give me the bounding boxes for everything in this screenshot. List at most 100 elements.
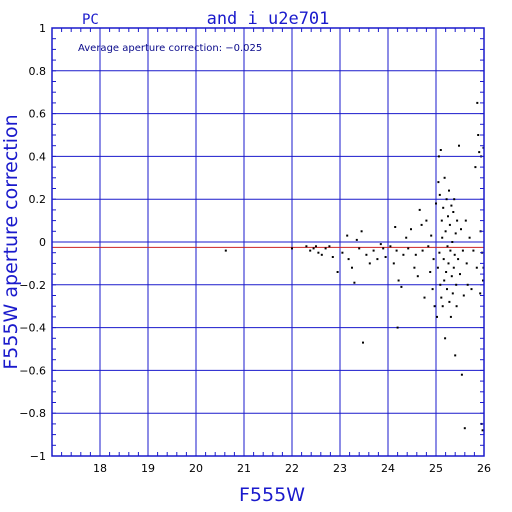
data-point: [396, 326, 399, 329]
y-tick-label: −0.4: [19, 322, 46, 335]
data-point: [418, 208, 421, 211]
data-point: [430, 234, 433, 237]
data-point: [358, 247, 361, 250]
data-point: [365, 253, 368, 256]
data-point: [449, 315, 452, 318]
x-tick-label: 23: [333, 462, 347, 475]
data-point: [450, 275, 453, 278]
data-point: [305, 245, 308, 248]
y-tick-label: 0.4: [29, 150, 47, 163]
data-point: [362, 341, 364, 344]
data-point: [439, 283, 442, 286]
data-point: [482, 279, 484, 282]
data-point: [461, 249, 464, 252]
data-point: [389, 245, 392, 248]
data-point: [395, 249, 398, 252]
data-point: [445, 198, 448, 201]
data-point: [291, 247, 293, 250]
data-point: [452, 211, 455, 213]
data-point: [431, 288, 434, 291]
y-tick-label: 0.6: [29, 108, 47, 121]
data-point: [341, 251, 344, 254]
data-point: [479, 292, 482, 295]
data-point: [368, 262, 371, 265]
data-point: [447, 262, 450, 265]
data-point: [437, 181, 440, 184]
data-point: [328, 245, 331, 248]
data-point: [451, 292, 454, 295]
data-point: [414, 253, 417, 256]
data-point: [448, 300, 451, 303]
data-point: [436, 266, 439, 269]
data-point: [456, 219, 459, 222]
y-tick-label: −0.8: [19, 407, 46, 420]
data-point: [427, 245, 430, 248]
data-point: [481, 429, 484, 432]
data-point: [451, 241, 454, 243]
data-point: [331, 256, 334, 258]
data-point: [470, 288, 473, 291]
data-point: [437, 155, 440, 158]
data-point: [379, 243, 382, 246]
data-point: [402, 253, 405, 256]
data-point: [459, 273, 461, 276]
data-point: [372, 249, 375, 252]
chart-subtitle: PC: [82, 12, 99, 28]
data-point: [224, 249, 227, 252]
data-point: [441, 305, 444, 308]
y-tick-label: 0.2: [29, 193, 47, 206]
data-point: [477, 134, 480, 136]
data-point: [463, 427, 466, 430]
y-tick-label: −0.2: [19, 279, 46, 292]
data-point: [468, 236, 471, 239]
data-point: [460, 373, 463, 376]
data-point: [462, 294, 465, 297]
plot-border: [51, 27, 485, 457]
data-point: [432, 258, 435, 261]
data-point: [433, 305, 436, 308]
data-point: [421, 249, 424, 252]
data-point: [442, 258, 445, 261]
data-point: [440, 296, 443, 299]
data-point: [312, 247, 315, 250]
y-tick-label: 0: [39, 236, 46, 249]
data-point: [445, 271, 448, 273]
data-point: [440, 219, 443, 222]
data-point: [453, 198, 456, 201]
data-point: [449, 249, 452, 252]
data-point: [453, 253, 456, 256]
data-point: [466, 283, 469, 286]
data-point: [460, 228, 462, 231]
data-point: [435, 202, 437, 205]
data-point: [384, 256, 387, 258]
data-point: [429, 271, 432, 273]
data-point: [475, 266, 478, 269]
data-point: [436, 315, 438, 318]
y-tick-label: −1: [30, 450, 46, 463]
data-point: [382, 247, 385, 250]
data-point: [355, 238, 358, 241]
data-point: [452, 266, 455, 269]
data-point: [315, 245, 317, 248]
data-point: [448, 223, 451, 226]
data-point: [397, 279, 400, 282]
data-point: [443, 176, 446, 179]
data-point: [438, 251, 441, 254]
data-point: [423, 296, 426, 299]
data-point: [309, 249, 312, 252]
data-point: [444, 337, 447, 340]
data-point: [410, 228, 412, 231]
data-point: [317, 251, 320, 254]
data-point: [472, 249, 475, 252]
data-point: [438, 193, 441, 196]
data-point: [457, 258, 460, 261]
chart-title: and_i_u2e701: [207, 9, 330, 29]
data-point: [476, 101, 479, 104]
data-point: [464, 219, 467, 222]
x-tick-label: 24: [381, 462, 395, 475]
data-point: [444, 230, 447, 233]
data-point: [439, 149, 442, 151]
data-point: [465, 262, 468, 265]
